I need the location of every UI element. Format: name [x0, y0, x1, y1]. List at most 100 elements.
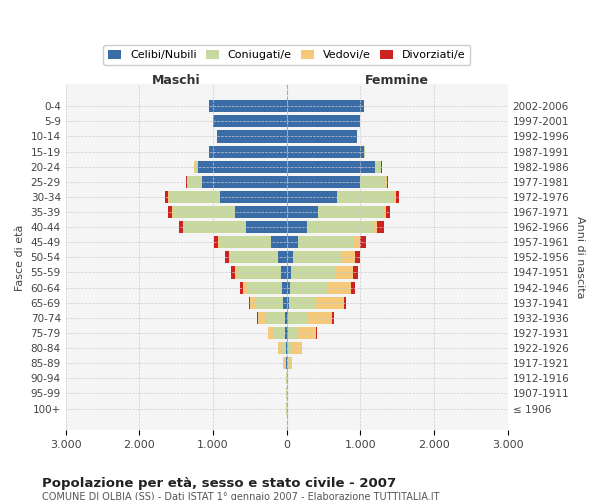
Bar — [387, 176, 388, 188]
Bar — [214, 236, 218, 248]
Bar — [287, 372, 289, 384]
Text: Popolazione per età, sesso e stato civile - 2007: Popolazione per età, sesso e stato civil… — [42, 478, 396, 490]
Bar — [187, 176, 202, 188]
Bar — [241, 282, 242, 294]
Bar — [219, 236, 271, 248]
Bar — [179, 221, 183, 233]
Bar — [355, 252, 361, 264]
Y-axis label: Fasce di età: Fasce di età — [15, 224, 25, 290]
Bar — [287, 252, 293, 264]
Bar — [384, 206, 386, 218]
Bar — [217, 130, 287, 142]
Bar — [287, 160, 375, 173]
Bar — [281, 342, 286, 354]
Bar — [278, 342, 281, 354]
Bar — [396, 191, 399, 203]
Bar — [394, 191, 396, 203]
Bar — [209, 100, 287, 112]
Bar — [293, 252, 342, 264]
Bar — [353, 266, 358, 278]
Bar — [316, 296, 344, 309]
Bar — [351, 282, 355, 294]
Bar — [256, 296, 283, 309]
Bar — [274, 327, 285, 339]
Bar — [298, 327, 316, 339]
Text: Femmine: Femmine — [365, 74, 429, 86]
Bar — [265, 312, 284, 324]
Bar — [289, 296, 316, 309]
Bar — [364, 146, 365, 158]
Bar — [289, 357, 292, 369]
Bar — [249, 296, 250, 309]
Bar — [230, 252, 278, 264]
Bar — [386, 176, 387, 188]
Bar — [374, 221, 377, 233]
Bar — [285, 327, 287, 339]
Bar — [307, 221, 374, 233]
Bar — [268, 327, 274, 339]
Bar — [287, 130, 357, 142]
Bar — [287, 116, 361, 128]
Bar — [291, 266, 335, 278]
Bar — [353, 236, 360, 248]
Bar — [337, 191, 394, 203]
Bar — [287, 357, 289, 369]
Bar — [284, 312, 287, 324]
Bar — [257, 312, 258, 324]
Bar — [287, 206, 318, 218]
Bar — [287, 282, 290, 294]
Bar — [316, 327, 317, 339]
Bar — [173, 206, 235, 218]
Bar — [169, 191, 220, 203]
Bar — [288, 327, 298, 339]
Bar — [246, 221, 287, 233]
Bar — [194, 160, 199, 173]
Bar — [287, 100, 364, 112]
Bar — [235, 266, 238, 278]
Bar — [281, 266, 287, 278]
Bar — [213, 116, 287, 128]
Bar — [283, 296, 287, 309]
Bar — [377, 221, 384, 233]
Bar — [218, 236, 219, 248]
Bar — [238, 266, 281, 278]
Bar — [318, 206, 384, 218]
Bar — [229, 252, 230, 264]
Bar — [209, 146, 287, 158]
Bar — [242, 282, 247, 294]
Bar — [186, 176, 187, 188]
Bar — [283, 357, 284, 369]
Bar — [250, 296, 256, 309]
Bar — [287, 191, 337, 203]
Bar — [287, 146, 364, 158]
Bar — [287, 342, 292, 354]
Bar — [168, 206, 172, 218]
Bar — [231, 266, 235, 278]
Bar — [287, 327, 288, 339]
Bar — [290, 282, 327, 294]
Bar — [225, 252, 229, 264]
Bar — [360, 236, 367, 248]
Bar — [271, 236, 287, 248]
Bar — [287, 296, 289, 309]
Bar — [287, 312, 288, 324]
Text: Maschi: Maschi — [152, 74, 200, 86]
Bar — [327, 282, 351, 294]
Bar — [283, 282, 287, 294]
Bar — [287, 221, 307, 233]
Bar — [287, 176, 361, 188]
Bar — [284, 357, 286, 369]
Bar — [278, 252, 287, 264]
Text: COMUNE DI OLBIA (SS) - Dati ISTAT 1° gennaio 2007 - Elaborazione TUTTITALIA.IT: COMUNE DI OLBIA (SS) - Dati ISTAT 1° gen… — [42, 492, 439, 500]
Bar — [335, 266, 353, 278]
Bar — [258, 312, 265, 324]
Bar — [342, 252, 355, 264]
Bar — [288, 312, 307, 324]
Bar — [332, 312, 334, 324]
Y-axis label: Anni di nascita: Anni di nascita — [575, 216, 585, 298]
Legend: Celibi/Nubili, Coniugati/e, Vedovi/e, Divorziati/e: Celibi/Nubili, Coniugati/e, Vedovi/e, Di… — [103, 45, 470, 65]
Bar — [298, 236, 353, 248]
Bar — [184, 221, 246, 233]
Bar — [286, 342, 287, 354]
Bar — [361, 176, 386, 188]
